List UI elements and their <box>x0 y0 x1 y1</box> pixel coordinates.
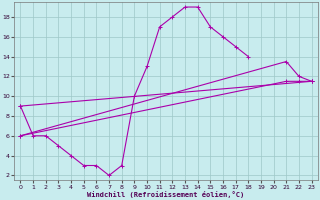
X-axis label: Windchill (Refroidissement éolien,°C): Windchill (Refroidissement éolien,°C) <box>87 191 245 198</box>
